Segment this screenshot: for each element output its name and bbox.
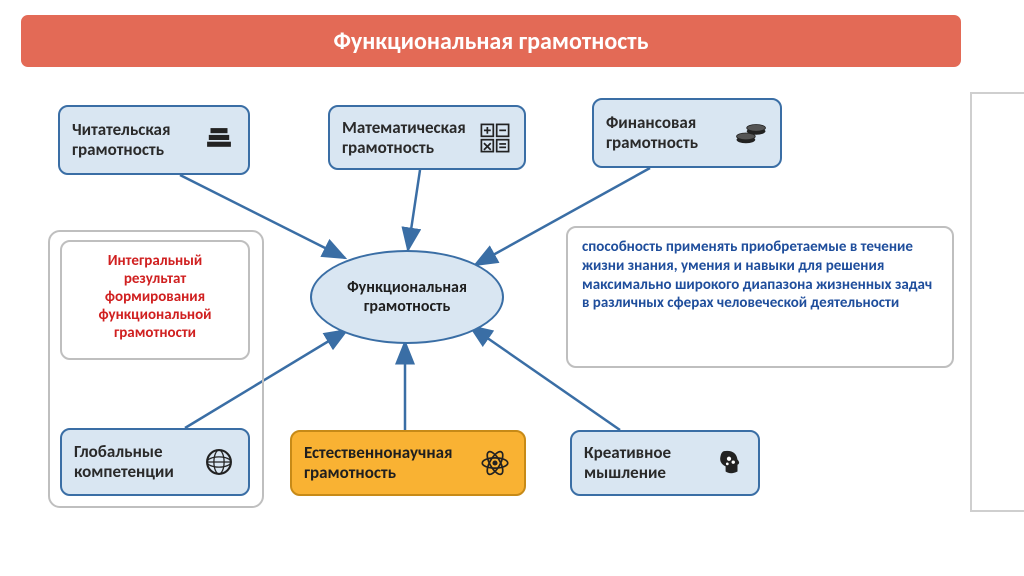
node-math-label: Математическая грамотность xyxy=(342,118,472,157)
node-reading-label: Читательская грамотность xyxy=(72,120,196,159)
side-line-h xyxy=(970,92,1024,94)
atom-icon xyxy=(478,446,512,480)
node-creative-label: Креативное мышление xyxy=(584,443,706,482)
side-line-v xyxy=(970,92,972,512)
arrow-math xyxy=(408,170,420,250)
node-reading: Читательская грамотность xyxy=(58,105,250,175)
title-text: Функциональная грамотность xyxy=(333,27,648,56)
title-banner: Функциональная грамотность xyxy=(18,12,964,70)
head-icon xyxy=(712,446,746,480)
node-science-label: Естественнонаучная грамотность xyxy=(304,443,472,482)
node-global-label: Глобальные компетенции xyxy=(74,442,196,481)
node-finance-label: Финансовая грамотность xyxy=(606,113,728,152)
coins-icon xyxy=(734,116,768,150)
books-icon xyxy=(202,123,236,157)
node-global: Глобальные компетенции xyxy=(60,428,250,496)
left-sidebox-text: Интегральный результат формирования функ… xyxy=(99,252,212,342)
center-node: Функциональная грамотность xyxy=(310,250,504,344)
right-sidebox: способность применять приобретаемые в те… xyxy=(566,226,954,368)
node-finance: Финансовая грамотность xyxy=(592,98,782,168)
right-sidebox-text: способность применять приобретаемые в те… xyxy=(582,238,932,312)
node-science: Естественнонаучная грамотность xyxy=(290,430,526,496)
node-math: Математическая грамотность xyxy=(328,105,526,170)
globe-icon xyxy=(202,445,236,479)
center-node-text: Функциональная грамотность xyxy=(312,278,502,316)
node-creative: Креативное мышление xyxy=(570,430,760,496)
side-line-h2 xyxy=(970,510,1024,512)
calc-icon xyxy=(478,121,512,155)
diagram-canvas: Функциональная грамотность Функциональна… xyxy=(0,0,1024,576)
left-sidebox: Интегральный результат формирования функ… xyxy=(60,240,250,360)
